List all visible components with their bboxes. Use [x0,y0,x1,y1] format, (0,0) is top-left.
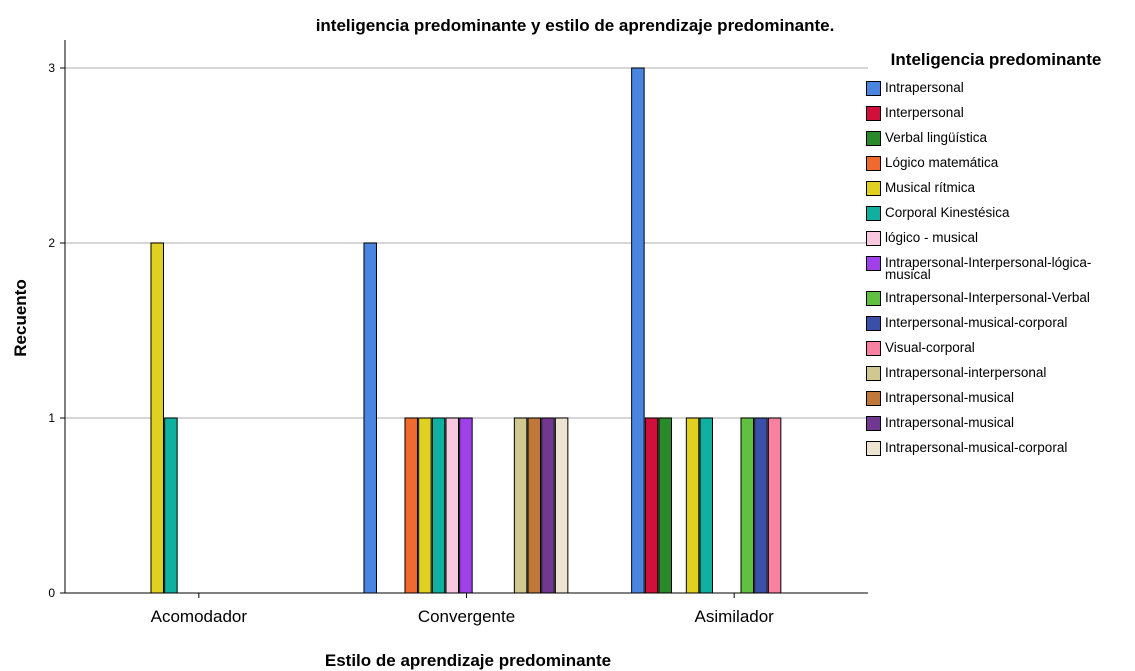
y-tick-label: 0 [48,586,55,600]
bar [418,417,432,594]
legend-swatch [866,441,881,456]
bar [699,417,713,594]
legend-swatch [866,156,881,171]
bar [644,417,659,594]
legend-item: Lógico matemática [866,155,1131,171]
legend-swatch [866,416,881,431]
legend-item: Intrapersonal [866,80,1131,96]
legend-label: Intrapersonal-musical-corporal [885,440,1068,455]
bar [658,417,672,594]
bar [631,67,645,594]
legend-label: Intrapersonal-musical [885,415,1015,430]
legend-item: Corporal Kinestésica [866,205,1131,221]
legend-label: Verbal lingüística [885,130,988,145]
legend-label: Musical rítmica [885,180,976,195]
legend-label: Interpersonal-musical-corporal [885,315,1068,330]
legend-item: Intrapersonal-musical [866,390,1131,406]
bar [404,417,418,594]
legend-label: Intrapersonal-interpersonal [885,365,1047,380]
legend-label: Interpersonal [885,105,964,120]
legend-swatch [866,391,881,406]
x-tick-label: Acomodador [151,607,248,626]
bar [767,417,782,594]
legend-label: Intrapersonal-Interpersonal-lógica-music… [885,255,1092,282]
legend-swatch [866,316,881,331]
bar [554,417,569,594]
legend-swatch [866,81,881,96]
legend-item: Intrapersonal-musical [866,415,1131,431]
legend-swatch [866,341,881,356]
bar [164,417,178,594]
legend-label: Intrapersonal [885,80,964,95]
bar [431,417,446,594]
legend-item: lógico - musical [866,230,1131,246]
legend: Inteligencia predominante Intrapersonal I… [866,50,1131,467]
bar [740,417,755,594]
legend-item: Intrapersonal-Interpersonal-Verbal [866,290,1131,306]
y-tick-label: 3 [48,61,55,75]
legend-item: Musical rítmica [866,180,1131,196]
legend-swatch [866,291,881,306]
x-tick-label: Asimilador [694,607,774,626]
legend-label: Intrapersonal-musical [885,390,1015,405]
bar [459,417,473,594]
legend-swatch [866,131,881,146]
bar [527,417,542,594]
legend-swatch [866,181,881,196]
y-tick-label: 1 [48,411,55,425]
x-tick-label: Convergente [418,607,515,626]
bar [445,417,459,594]
y-axis-title: Recuento [11,279,30,356]
legend-label: Intrapersonal-Interpersonal-Verbal [885,290,1090,305]
bar [541,417,555,594]
legend-label: Lógico matemática [885,155,999,170]
legend-item: Interpersonal [866,105,1131,121]
legend-swatch [866,256,881,271]
legend-title: Inteligencia predominante [890,50,1102,69]
x-axis-title: Estilo de aprendizaje predominante [325,651,611,670]
legend-item: Interpersonal-musical-corporal [866,315,1131,331]
bar [363,242,377,594]
legend-swatch [866,206,881,221]
legend-item: Intrapersonal-Interpersonal-lógica-music… [866,255,1131,282]
bar [150,242,164,594]
y-tick-label: 2 [48,236,55,250]
legend-item: Intrapersonal-musical-corporal [866,440,1131,456]
legend-item: Visual-corporal [866,340,1131,356]
bar [513,417,528,594]
legend-swatch [866,231,881,246]
legend-swatch [866,366,881,381]
legend-item: Intrapersonal-interpersonal [866,365,1131,381]
bar [685,417,700,594]
legend-label: Corporal Kinestésica [885,205,1010,220]
legend-label: lógico - musical [885,230,979,245]
legend-item: Verbal lingüística [866,130,1131,146]
legend-swatch [866,106,881,121]
bar [754,417,768,594]
legend-label: Visual-corporal [885,340,975,355]
chart-title: inteligencia predominante y estilo de ap… [316,16,835,35]
